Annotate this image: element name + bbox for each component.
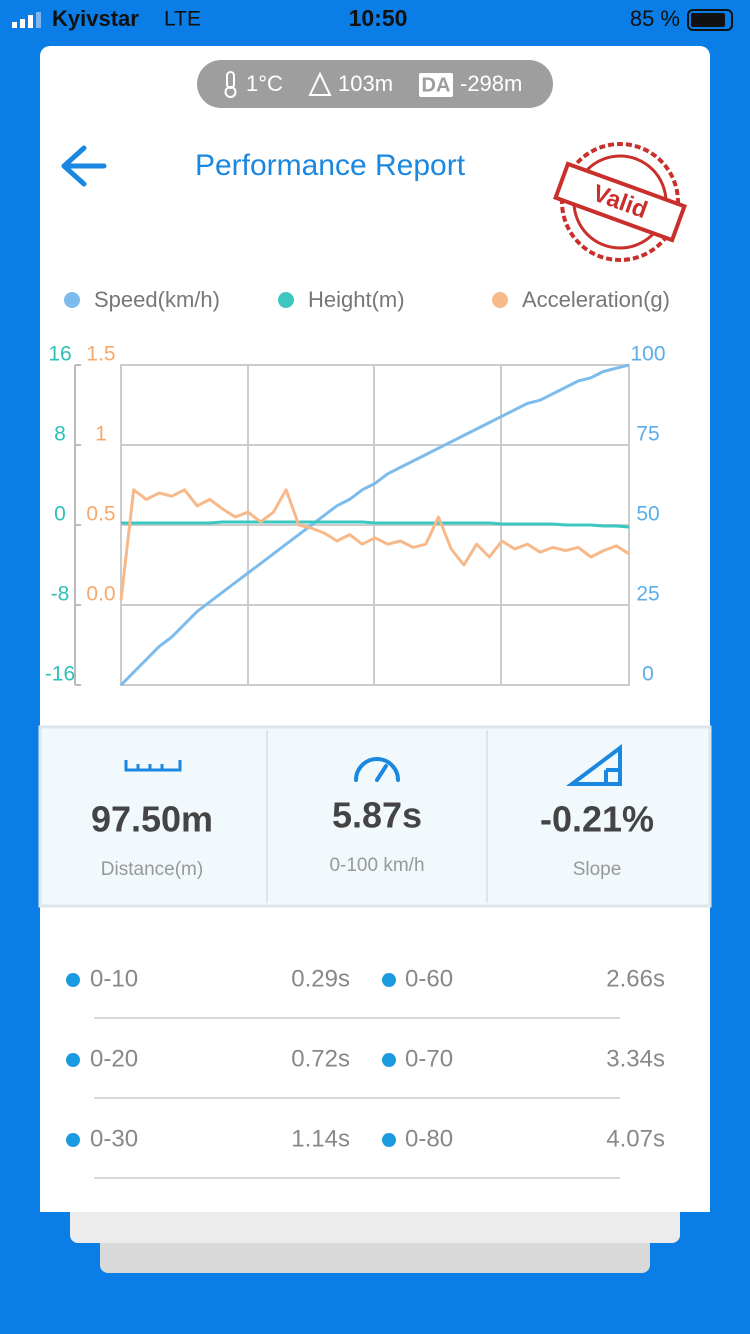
split-time: 1.14s	[291, 1125, 350, 1152]
slope-icon	[566, 744, 622, 786]
legend-label: Speed(km/h)	[94, 287, 220, 312]
tick-label: -8	[51, 583, 70, 606]
density-altitude: -298m	[460, 71, 522, 96]
speed-icon	[354, 757, 400, 782]
back-button[interactable]	[61, 145, 107, 187]
legend-marker	[278, 292, 294, 308]
tick-label: 8	[54, 423, 66, 446]
split-dot	[382, 973, 396, 987]
stat-value: 97.50m	[91, 799, 213, 840]
stat-label: 0-100 km/h	[329, 855, 424, 876]
distance-icon	[124, 760, 182, 772]
split-dot	[66, 1133, 80, 1147]
split-dot	[382, 1053, 396, 1067]
split-time: 4.07s	[606, 1125, 665, 1152]
series-line	[119, 488, 630, 601]
tick-label: 16	[48, 343, 71, 366]
tick-label: 1.5	[86, 343, 115, 366]
split-time: 0.72s	[291, 1045, 350, 1072]
carrier: Kyivstar	[52, 6, 139, 31]
conditions-pill	[197, 60, 553, 108]
tick-label: 0.0	[86, 583, 115, 606]
split-time: 0.29s	[291, 965, 350, 992]
legend-marker	[492, 292, 508, 308]
series-line	[119, 363, 630, 687]
tick-label: 0	[54, 503, 66, 526]
temperature: 1°C	[246, 71, 283, 96]
tick-label: 25	[636, 583, 659, 606]
thermometer-icon	[224, 71, 237, 98]
legend-label: Height(m)	[308, 287, 405, 312]
legend-label: Acceleration(g)	[522, 287, 670, 312]
split-range: 0-20	[90, 1045, 138, 1072]
tick-label: 100	[630, 343, 665, 366]
tick-label: 0.5	[86, 503, 115, 526]
series-line	[121, 520, 630, 529]
split-dot	[66, 1053, 80, 1067]
split-time: 2.66s	[606, 965, 665, 992]
split-dot	[66, 973, 80, 987]
da-label: DA	[422, 74, 451, 96]
page-title: Performance Report	[195, 149, 466, 182]
tick-label: 75	[636, 423, 659, 446]
stat-label: Slope	[573, 859, 622, 880]
split-range: 0-30	[90, 1125, 138, 1152]
signal	[12, 12, 41, 28]
stats-panel	[38, 725, 712, 908]
tick-label: 1	[95, 423, 107, 446]
split-time: 3.34s	[606, 1045, 665, 1072]
stat-value: 5.87s	[332, 795, 422, 836]
tick-label: 0	[642, 663, 654, 686]
tick-label: 50	[636, 503, 659, 526]
split-dot	[382, 1133, 396, 1147]
valid-stamp: Valid	[553, 142, 687, 262]
split-range: 0-60	[405, 965, 453, 992]
clock: 10:50	[349, 5, 408, 31]
mountain-icon	[308, 71, 332, 96]
battery-level: 85 %	[630, 6, 680, 31]
split-range: 0-70	[405, 1045, 453, 1072]
battery-fill	[691, 13, 725, 27]
altitude: 103m	[338, 71, 393, 96]
da-badge	[419, 73, 453, 97]
split-range: 0-80	[405, 1125, 453, 1152]
battery-icon	[687, 9, 733, 31]
stat-value: -0.21%	[540, 799, 654, 840]
split-range: 0-10	[90, 965, 138, 992]
chart: -16 -8 0 8 16 0.0 0.5 1 1.5 0 25 50 75 100	[45, 343, 666, 687]
splits-table: 0-10 0.29s 0-60 2.66s 0-20 0.72s 0-70 3.34s 0-30…	[66, 965, 665, 1179]
tick-label: -16	[45, 663, 75, 686]
legend-marker	[64, 292, 80, 308]
network: LTE	[164, 8, 201, 31]
stat-label: Distance(m)	[101, 859, 203, 880]
